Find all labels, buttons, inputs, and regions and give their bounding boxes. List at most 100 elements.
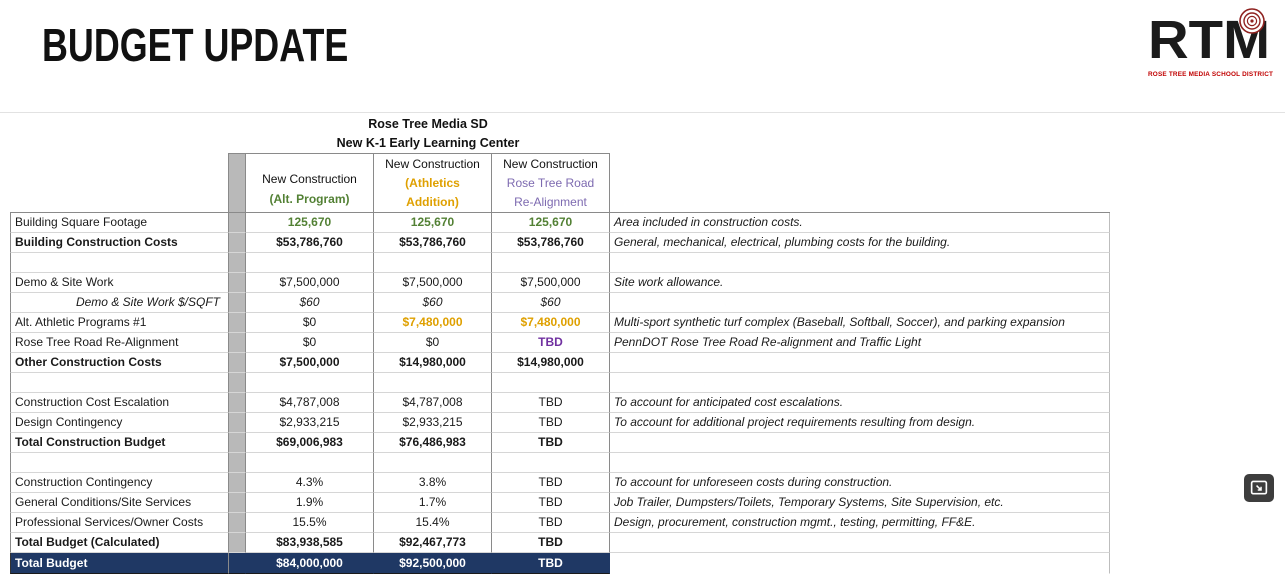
total-budget-row: Total Budget $84,000,000 $92,500,000 TBD	[10, 553, 1110, 574]
value-cell	[246, 453, 374, 473]
page-title: BUDGET UPDATE	[42, 19, 349, 71]
value-cell: $4,787,008	[246, 393, 374, 413]
table-title-line2: New K-1 Early Learning Center	[336, 136, 520, 150]
hidden-column-cell	[228, 273, 246, 293]
value-cell: $53,786,760	[492, 233, 610, 253]
notes-header-cell	[610, 153, 1110, 213]
hidden-column-cell	[228, 333, 246, 353]
note-cell: PennDOT Rose Tree Road Re-alignment and …	[610, 333, 1110, 353]
row-label-cell: Alt. Athletic Programs #1	[10, 313, 228, 333]
hidden-column-cell	[228, 213, 246, 233]
value-cell: 1.9%	[246, 493, 374, 513]
row-label-cell: Design Contingency	[10, 413, 228, 433]
note-cell	[610, 353, 1110, 373]
value-cell: 125,670	[492, 213, 610, 233]
value-cell: $0	[246, 313, 374, 333]
table-title: Rose Tree Media SD New K-1 Early Learnin…	[246, 115, 610, 153]
spacer-row	[10, 453, 1110, 473]
hidden-column-cell	[228, 233, 246, 253]
table-row: Rose Tree Road Re-Alignment $0 $0 TBD PennDO…	[10, 333, 1110, 353]
value-cell: $0	[246, 333, 374, 353]
value-cell: $14,980,000	[492, 353, 610, 373]
rtm-logo: RTM ROSE TREE MEDIA SCHOOL DISTRICT	[1148, 8, 1274, 78]
value-cell: $2,933,215	[246, 413, 374, 433]
table-row: Construction Contingency 4.3% 3.8% TBD To ac…	[10, 473, 1110, 493]
value-cell: $2,933,215	[374, 413, 492, 433]
column-header-line: Addition)	[406, 195, 459, 209]
value-cell: TBD	[492, 333, 610, 353]
value-cell: 15.4%	[374, 513, 492, 533]
row-label-cell: Rose Tree Road Re-Alignment	[10, 333, 228, 353]
row-label-cell: Professional Services/Owner Costs	[10, 513, 228, 533]
note-cell: Job Trailer, Dumpsters/Toilets, Temporar…	[610, 493, 1110, 513]
value-cell: TBD	[492, 533, 610, 553]
value-cell: TBD	[492, 493, 610, 513]
value-cell	[374, 253, 492, 273]
note-cell: To account for additional project requir…	[610, 413, 1110, 433]
value-cell: 1.7%	[374, 493, 492, 513]
note-cell: General, mechanical, electrical, plumbin…	[610, 233, 1110, 253]
value-cell	[374, 373, 492, 393]
column-header-road-realignment: New Construction Rose Tree Road Re-Align…	[492, 153, 610, 213]
budget-grid: New Construction (Alt. Program) New Cons…	[10, 153, 1110, 574]
column-header-line: New Construction	[262, 172, 357, 186]
table-row: Demo & Site Work $7,500,000 $7,500,000 $7,5…	[10, 273, 1110, 293]
spacer-row	[10, 373, 1110, 393]
value-cell	[492, 453, 610, 473]
value-cell: $7,500,000	[246, 273, 374, 293]
value-cell: TBD	[492, 393, 610, 413]
value-cell: $53,786,760	[374, 233, 492, 253]
value-cell: $60	[246, 293, 374, 313]
hidden-column-cell	[228, 513, 246, 533]
table-row: Professional Services/Owner Costs 15.5% 15…	[10, 513, 1110, 533]
hidden-column-cell	[228, 313, 246, 333]
note-cell: Site work allowance.	[610, 273, 1110, 293]
spacer-row	[10, 253, 1110, 273]
note-cell: Design, procurement, construction mgmt.,…	[610, 513, 1110, 533]
value-cell: $76,486,983	[374, 433, 492, 453]
hidden-column-cell	[228, 473, 246, 493]
column-header-alt-program: New Construction (Alt. Program)	[246, 153, 374, 213]
value-cell	[246, 373, 374, 393]
note-cell: Multi-sport synthetic turf complex (Base…	[610, 313, 1110, 333]
table-row: Construction Cost Escalation $4,787,008 $4…	[10, 393, 1110, 413]
table-row: Design Contingency $2,933,215 $2,933,215 TB…	[10, 413, 1110, 433]
row-label-cell: Total Budget (Calculated)	[10, 533, 228, 553]
note-cell: To account for anticipated cost escalati…	[610, 393, 1110, 413]
value-cell: 3.8%	[374, 473, 492, 493]
column-header-line: (Alt. Program)	[269, 192, 350, 206]
row-label-cell: Other Construction Costs	[10, 353, 228, 373]
value-cell	[492, 373, 610, 393]
value-cell: $14,980,000	[374, 353, 492, 373]
note-cell	[610, 293, 1110, 313]
row-label-cell	[10, 253, 228, 273]
note-cell: Area included in construction costs.	[610, 213, 1110, 233]
screen-share-icon	[1250, 480, 1268, 495]
table-header-row: New Construction (Alt. Program) New Cons…	[10, 153, 1110, 213]
value-cell: 4.3%	[246, 473, 374, 493]
value-cell: TBD	[492, 413, 610, 433]
table-row: Demo & Site Work $/SQFT $60 $60 $60	[10, 293, 1110, 313]
value-cell: TBD	[492, 473, 610, 493]
row-label-cell: Demo & Site Work	[10, 273, 228, 293]
table-title-line1: Rose Tree Media SD	[368, 117, 488, 131]
row-label-cell: Building Square Footage	[10, 213, 228, 233]
header-empty-cell	[10, 153, 228, 213]
column-header-line: (Athletics	[405, 176, 460, 190]
row-label-cell	[10, 453, 228, 473]
row-label-cell	[10, 373, 228, 393]
value-cell: TBD	[492, 513, 610, 533]
value-cell	[374, 453, 492, 473]
row-label-cell: General Conditions/Site Services	[10, 493, 228, 513]
table-body: Building Square Footage 125,670 125,670 125…	[10, 213, 1110, 574]
column-header-athletics-addition: New Construction (Athletics Addition)	[374, 153, 492, 213]
note-cell	[610, 453, 1110, 473]
picture-in-picture-button[interactable]	[1244, 474, 1274, 502]
hidden-column-header	[228, 153, 246, 213]
value-cell: $7,480,000	[492, 313, 610, 333]
value-cell: $0	[374, 333, 492, 353]
row-label-cell: Total Construction Budget	[10, 433, 228, 453]
logo-subtext: ROSE TREE MEDIA SCHOOL DISTRICT	[1148, 71, 1274, 78]
hidden-column-cell	[228, 393, 246, 413]
